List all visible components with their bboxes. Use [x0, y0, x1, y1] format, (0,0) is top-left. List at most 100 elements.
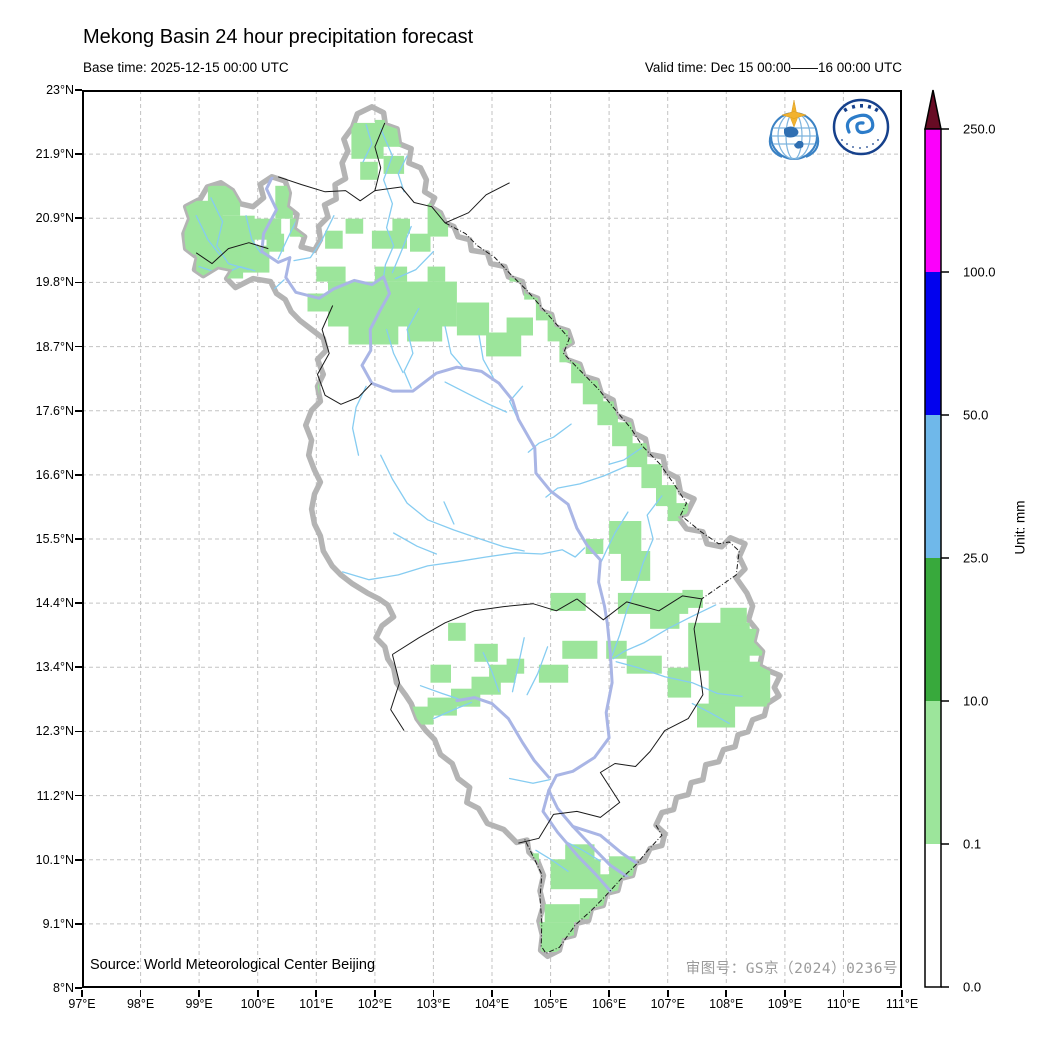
y-tick-label: 20.9°N: [35, 211, 74, 226]
x-tick-mark: [842, 990, 845, 997]
x-tick-mark: [608, 990, 610, 997]
colorbar-unit-label: Unit: mm: [1012, 500, 1028, 555]
y-tick-mark: [75, 602, 82, 604]
colorbar-tick-label: 100.0: [963, 265, 996, 280]
precip-cell: [328, 281, 457, 327]
colorbar-segment: [925, 129, 941, 272]
colorbar-arrow: [924, 89, 942, 130]
subtitle-row: Base time: 2025-12-15 00:00 UTC Valid ti…: [83, 60, 902, 75]
x-tick-mark: [256, 990, 259, 997]
x-tick-mark: [549, 990, 552, 997]
precip-cell: [316, 266, 346, 282]
precip-cell: [506, 658, 525, 674]
colorbar-tick-label: 10.0: [963, 694, 988, 709]
precip-cell: [582, 380, 604, 405]
colorbar-segment: [925, 272, 941, 415]
precipitation-patches: [184, 119, 771, 952]
precip-cell: [348, 326, 399, 345]
y-tick-mark: [75, 345, 82, 348]
precip-cell: [474, 643, 498, 662]
precip-cell: [430, 664, 451, 683]
x-tick-label: 111°E: [885, 997, 919, 1011]
precip-cell: [720, 607, 747, 626]
y-tick-mark: [75, 153, 82, 155]
precip-cell: [427, 266, 446, 282]
precip-cell: [371, 230, 407, 249]
precip-cell: [538, 664, 569, 683]
precip-cell: [617, 592, 689, 614]
y-tick-label: 14.4°N: [35, 596, 74, 611]
x-tick-label: 100°E: [240, 997, 275, 1011]
mekong-main-river: [260, 169, 642, 893]
y-tick-mark: [75, 538, 82, 540]
cma-logo-icon: [832, 98, 890, 156]
source-note: Source: World Meteorological Center Beij…: [90, 957, 376, 973]
y-tick-mark: [75, 474, 82, 476]
precip-cell: [612, 422, 633, 447]
colorbar-tick-label: 0.0: [963, 980, 981, 995]
y-tick-mark: [75, 89, 82, 91]
colorbar-tick-label: 250.0: [963, 122, 996, 137]
x-tick-mark: [666, 990, 669, 997]
precip-cell: [650, 610, 680, 629]
precip-cell: [682, 589, 703, 608]
x-tick-mark: [198, 990, 200, 997]
colorbar: 250.0 100.0 50.0 25.0 10.0 0.1 0.0: [917, 84, 1060, 1019]
colorbar-segment: [925, 558, 941, 701]
map-plot: [82, 90, 902, 988]
y-tick-label: 11.2°N: [36, 788, 74, 803]
y-tick-label: 17.6°N: [35, 403, 74, 418]
precip-cell: [626, 655, 662, 674]
y-tick-label: 16.6°N: [35, 467, 74, 482]
colorbar-tick-label: 25.0: [963, 551, 988, 566]
precip-cell: [392, 218, 410, 234]
y-tick-label: 15.5°N: [35, 532, 74, 546]
precip-cell: [360, 161, 378, 180]
precip-cell: [609, 521, 642, 554]
y-tick-label: 23°N: [46, 83, 74, 97]
precip-cell: [456, 302, 490, 336]
valid-time-label: Valid time: Dec 15 00:00——16 00:00 UTC: [644, 60, 902, 75]
precip-cell: [550, 592, 586, 611]
x-tick-label: 107°E: [650, 997, 685, 1011]
map-approval-note: 审图号：GS京（2024）0236号: [685, 961, 898, 977]
precip-cell: [275, 185, 293, 219]
precip-cell: [486, 332, 522, 357]
x-tick-mark: [725, 990, 728, 997]
precip-cell: [383, 155, 405, 174]
precip-cell: [196, 251, 244, 279]
x-tick-label: 104°E: [474, 997, 510, 1011]
y-tick-mark: [75, 666, 82, 669]
page-title: Mekong Basin 24 hour precipitation forec…: [83, 26, 474, 48]
x-tick-mark: [901, 990, 903, 997]
y-tick-label: 19.8°N: [35, 275, 74, 290]
precip-cell: [708, 661, 771, 707]
y-tick-mark: [75, 987, 82, 989]
x-tick-label: 109°E: [767, 997, 802, 1011]
y-tick-label: 21.9°N: [35, 147, 74, 162]
precip-cell: [656, 485, 677, 507]
precip-cell: [266, 233, 285, 252]
y-tick-mark: [75, 858, 82, 861]
x-tick-mark: [491, 990, 493, 997]
x-tick-mark: [432, 990, 435, 997]
y-tick-mark: [75, 794, 82, 797]
x-tick-label: 103°E: [416, 997, 451, 1011]
x-tick-label: 99°E: [185, 997, 213, 1011]
y-tick-label: 12.3°N: [35, 724, 74, 739]
x-tick-mark: [315, 990, 318, 997]
precip-cell: [667, 667, 692, 698]
x-tick-mark: [139, 990, 142, 997]
precip-cell: [345, 218, 364, 234]
wmo-logo-icon: [768, 99, 820, 160]
x-tick-label: 97°E: [68, 997, 96, 1011]
y-tick-mark: [75, 409, 82, 412]
colorbar-tick-label: 50.0: [963, 408, 988, 423]
x-tick-label: 106°E: [592, 997, 627, 1011]
precip-cell: [448, 622, 466, 641]
y-tick-label: 18.7°N: [35, 339, 74, 354]
colorbar-tick-label: 0.1: [963, 837, 981, 852]
x-tick-label: 105°E: [533, 997, 568, 1011]
colorbar-segment: [925, 415, 941, 558]
